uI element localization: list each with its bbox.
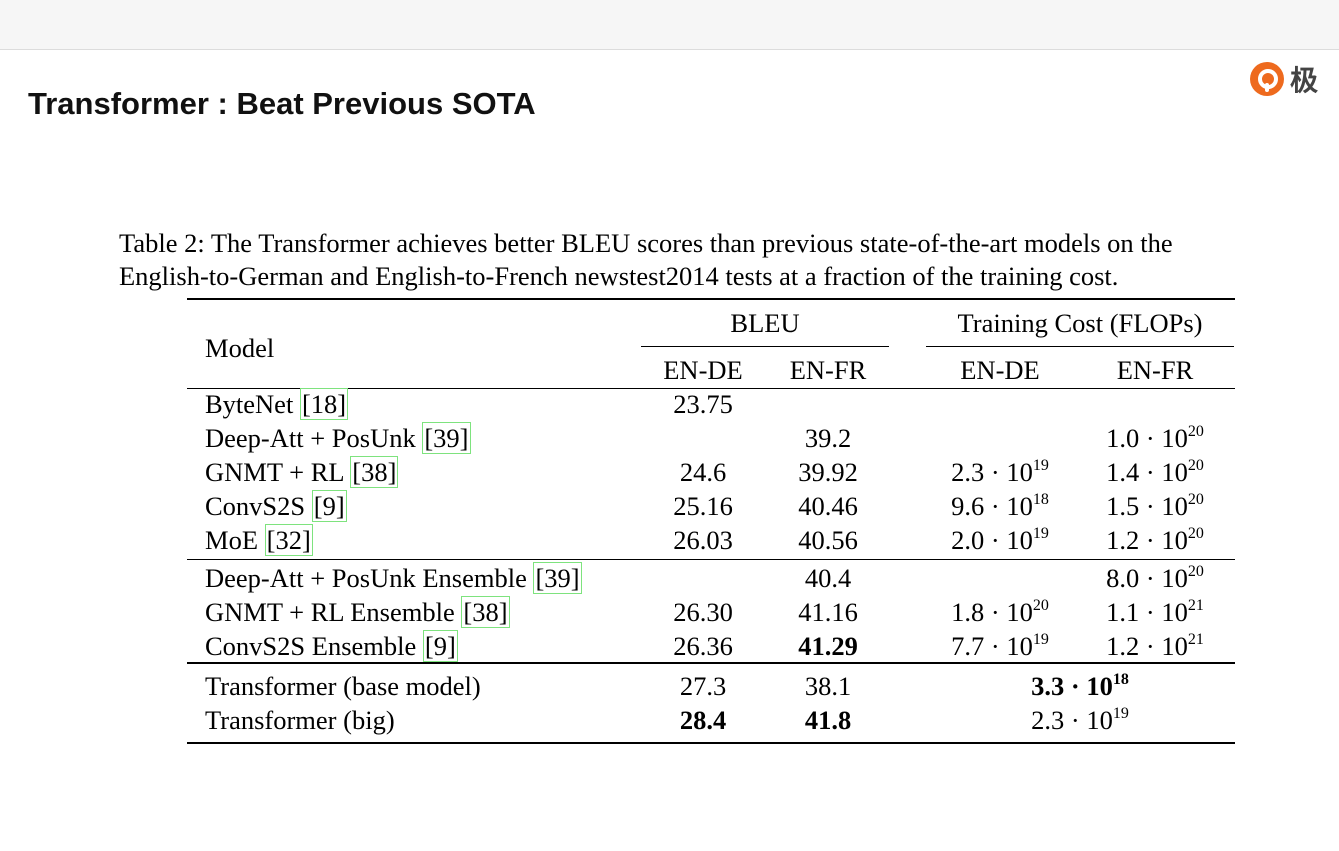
cell-cost-en-de: 7.7 · 1019 [951, 631, 1049, 661]
cell-bleu-en-de: 25.16 [673, 491, 733, 521]
citation-ref: [18] [299, 388, 349, 420]
subheader-cost-en-fr: EN-FR [1116, 355, 1194, 385]
table-row-model: GNMT + RL [38] [205, 456, 399, 488]
cell-cost-en-fr: 1.1 · 1021 [1106, 597, 1204, 627]
brand-logo-icon [1250, 62, 1284, 96]
cell-cost-en-fr: 1.5 · 1020 [1106, 491, 1204, 521]
citation-ref: [39] [422, 422, 471, 454]
cell-bleu-en-fr: 39.2 [804, 423, 852, 453]
browser-top-bar [0, 0, 1339, 50]
table-row-model: Transformer (big) [205, 705, 395, 735]
cell-cost-combined: 2.3 · 1019 [1031, 705, 1129, 735]
cell-cost-en-de: 2.0 · 1019 [951, 525, 1049, 555]
cost-group-header: Training Cost (FLOPs) [957, 308, 1203, 338]
table-row-model: Deep-Att + PosUnk Ensemble [39] [205, 562, 582, 594]
citation-ref: [39] [533, 562, 582, 594]
subheader-bleu-en-fr: EN-FR [789, 355, 867, 385]
subheader-cost-en-de: EN-DE [960, 355, 1040, 385]
citation-ref: [9] [311, 490, 347, 522]
citation-ref: [32] [264, 524, 313, 556]
bleu-group-rule [641, 346, 889, 347]
cell-cost-en-fr: 1.2 · 1021 [1106, 631, 1204, 661]
subheader-bleu-en-de: EN-DE [663, 355, 743, 385]
cell-cost-en-fr: 1.0 · 1020 [1106, 423, 1204, 453]
table-bottom-rule [187, 742, 1235, 744]
table-row-model: ConvS2S Ensemble [9] [205, 630, 458, 662]
citation-ref: [9] [422, 630, 458, 662]
table-row-model: Deep-Att + PosUnk [39] [205, 422, 471, 454]
cell-bleu-en-fr: 39.92 [798, 457, 858, 487]
caption-line-1: Table 2: The Transformer achieves better… [119, 228, 1173, 258]
cell-bleu-en-fr: 38.1 [804, 671, 852, 701]
cell-cost-en-de: 9.6 · 1018 [951, 491, 1049, 521]
ensemble-divider-rule [187, 559, 1235, 560]
transformer-divider-rule [187, 662, 1235, 664]
cell-bleu-en-de: 26.30 [673, 597, 733, 627]
cell-bleu-en-fr: 40.4 [804, 563, 852, 593]
cell-bleu-en-de: 27.3 [679, 671, 727, 701]
cell-bleu-en-de: 28.4 [679, 705, 727, 735]
cell-bleu-en-de: 23.75 [673, 389, 733, 419]
table-row-model: Transformer (base model) [205, 671, 481, 701]
header-bottom-rule [187, 388, 1235, 389]
cell-cost-en-de: 1.8 · 1020 [951, 597, 1049, 627]
cell-bleu-en-fr: 40.56 [798, 525, 858, 555]
slide-title: Transformer : Beat Previous SOTA [28, 86, 536, 121]
citation-ref: [38] [350, 456, 399, 488]
cell-bleu-en-fr: 41.8 [804, 705, 852, 735]
cell-cost-en-fr: 8.0 · 1020 [1106, 563, 1204, 593]
citation-ref: [38] [461, 596, 510, 628]
cost-group-rule [926, 346, 1234, 347]
cell-bleu-en-de: 26.36 [673, 631, 733, 661]
table-row-model: MoE [32] [205, 524, 313, 556]
cell-cost-en-de: 2.3 · 1019 [951, 457, 1049, 487]
table-caption: Table 2: The Transformer achieves better… [119, 227, 1319, 293]
caption-line-2: English-to-German and English-to-French … [119, 261, 1119, 291]
cell-bleu-en-fr: 41.29 [798, 631, 858, 661]
cell-bleu-en-de: 26.03 [673, 525, 733, 555]
table-row-model: GNMT + RL Ensemble [38] [205, 596, 510, 628]
bleu-group-header: BLEU [730, 308, 800, 338]
cell-bleu-en-fr: 40.46 [798, 491, 858, 521]
cell-bleu-en-de: 24.6 [679, 457, 727, 487]
table-row-model: ConvS2S [9] [205, 490, 347, 522]
table-top-rule [187, 298, 1235, 300]
cell-cost-en-fr: 1.4 · 1020 [1106, 457, 1204, 487]
brand-logo: 极 [1250, 56, 1318, 102]
model-column-header: Model [205, 333, 275, 363]
cell-cost-combined: 3.3 · 1018 [1031, 671, 1129, 701]
table-row-model: ByteNet [18] [205, 388, 349, 420]
brand-logo-text: 极 [1290, 64, 1319, 97]
cell-cost-en-fr: 1.2 · 1020 [1106, 525, 1204, 555]
cell-bleu-en-fr: 41.16 [798, 597, 858, 627]
